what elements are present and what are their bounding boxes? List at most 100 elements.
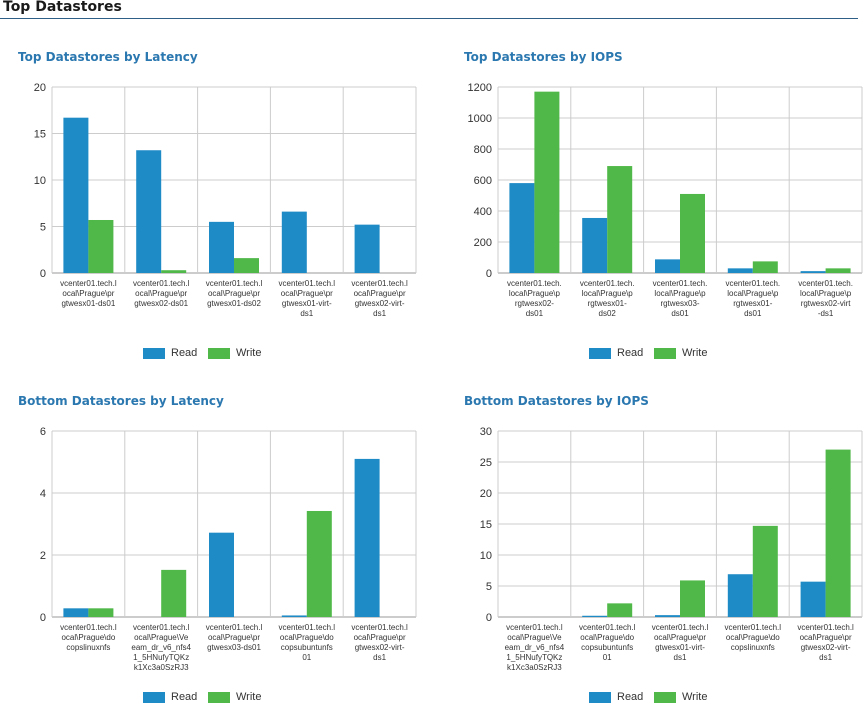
legend-item-read[interactable]: Read xyxy=(143,689,197,705)
y-tick-label: 0 xyxy=(40,268,46,280)
chart-legend: Read Write xyxy=(18,345,418,361)
legend-item-read[interactable]: Read xyxy=(589,689,643,705)
x-category-label: vcenter01.tech.l ocal\Prague\pr gtwesx01-v… xyxy=(279,279,336,318)
bar-write xyxy=(88,608,114,617)
legend-item-write[interactable]: Write xyxy=(654,689,707,705)
y-tick-label: 200 xyxy=(474,237,492,249)
bar-read xyxy=(281,615,307,617)
x-category-label: vcenter01.tech.l ocal\Prague\do copsubuntu… xyxy=(579,623,636,662)
write-swatch xyxy=(208,691,230,703)
y-tick-label: 0 xyxy=(486,268,492,280)
y-tick-label: 400 xyxy=(474,206,492,218)
chart-top-iops: 0 200 400 600 800 1000 1200 vcenter01.tech. loca… xyxy=(468,82,863,318)
legend-label-write: Write xyxy=(682,691,708,703)
chart-title: Top Datastores by Latency xyxy=(18,50,198,64)
legend-item-read[interactable]: Read xyxy=(143,345,197,361)
bar-read xyxy=(209,532,234,617)
legend-label-read: Read xyxy=(171,347,198,359)
legend-label-read: Read xyxy=(617,347,644,359)
read-swatch xyxy=(589,691,611,703)
bar-read xyxy=(582,217,608,273)
chart-panel-top-latency: Top Datastores by Latency 0 5 10 15 20 vcente… xyxy=(18,50,418,380)
bar-read xyxy=(582,615,608,617)
bar-write xyxy=(88,219,114,273)
bar-read xyxy=(800,581,826,617)
y-tick-label: 0 xyxy=(486,612,492,624)
chart-title: Bottom Datastores by IOPS xyxy=(464,394,649,408)
y-tick-label: 600 xyxy=(474,175,492,187)
write-swatch xyxy=(208,347,230,359)
chart-legend: Read Write xyxy=(464,689,864,705)
bar-read xyxy=(727,574,753,617)
bar-read xyxy=(63,608,89,617)
legend-label-write: Write xyxy=(236,691,262,703)
y-tick-label: 10 xyxy=(480,550,492,562)
x-category-label: vcenter01.tech.l ocal\Prague\Ve eam_dr_v6_… xyxy=(505,623,565,672)
legend-item-read[interactable]: Read xyxy=(589,345,643,361)
bar-write xyxy=(161,270,187,273)
read-swatch xyxy=(589,347,611,359)
bar-read xyxy=(655,259,680,273)
y-tick-label: 2 xyxy=(40,550,46,562)
bar-write xyxy=(825,449,851,617)
legend-label-read: Read xyxy=(617,691,644,703)
chart-legend: Read Write xyxy=(18,689,418,705)
bar-read xyxy=(354,458,380,617)
y-tick-label: 25 xyxy=(480,457,492,469)
chart-title: Bottom Datastores by Latency xyxy=(18,394,224,408)
bar-read xyxy=(209,221,234,273)
x-category-label: vcenter01.tech.l ocal\Prague\do copslinuxn… xyxy=(60,623,117,652)
bar-write xyxy=(161,569,187,617)
bar-read xyxy=(63,117,89,273)
read-swatch xyxy=(143,691,165,703)
x-category-label: vcenter01.tech.l ocal\Prague\Ve eam_dr_v6_… xyxy=(131,623,191,672)
legend-item-write[interactable]: Write xyxy=(208,689,261,705)
y-tick-label: 1000 xyxy=(468,113,492,125)
legend-label-read: Read xyxy=(171,691,198,703)
read-swatch xyxy=(143,347,165,359)
bar-write xyxy=(752,261,778,273)
chart-panel-bottom-latency: Bottom Datastores by Latency 0 2 4 6 vcenter… xyxy=(18,394,418,724)
page-header: Top Datastores xyxy=(0,0,858,19)
bar-read xyxy=(136,150,162,273)
bar-read xyxy=(655,615,680,617)
y-tick-label: 15 xyxy=(34,129,46,141)
bar-write xyxy=(825,268,851,273)
bar-write xyxy=(607,603,633,617)
bar-write xyxy=(752,525,778,617)
chart-top-latency: 0 5 10 15 20 vcenter01.tech.l ocal\Prague\pr gt… xyxy=(34,82,417,318)
x-category-label: vcenter01.tech.l ocal\Prague\do copslinuxn… xyxy=(725,623,782,652)
x-category-label: vcenter01.tech.l ocal\Prague\do copsubuntu… xyxy=(279,623,336,662)
write-swatch xyxy=(654,347,676,359)
y-tick-label: 30 xyxy=(480,426,492,438)
chart-panel-top-iops: Top Datastores by IOPS 0 200 400 600 800 1000… xyxy=(464,50,864,380)
bar-read xyxy=(354,224,380,273)
page-title: Top Datastores xyxy=(3,0,122,15)
x-category-label: vcenter01.tech.l ocal\Prague\pr gtwesx01-v… xyxy=(652,623,709,662)
bar-write xyxy=(607,166,633,273)
legend-item-write[interactable]: Write xyxy=(208,345,261,361)
chart-panel-bottom-iops: Bottom Datastores by IOPS 0 5 10 15 20 25 30 vc… xyxy=(464,394,864,724)
y-tick-label: 1200 xyxy=(468,82,492,94)
chart-title: Top Datastores by IOPS xyxy=(464,50,623,64)
bar-read xyxy=(509,183,535,273)
bar-write xyxy=(306,510,332,617)
legend-label-write: Write xyxy=(236,347,262,359)
legend-item-write[interactable]: Write xyxy=(654,345,707,361)
chart-bottom-iops: 0 5 10 15 20 25 30 vcenter01.tech.l ocal\Prague\… xyxy=(480,426,863,672)
bar-read xyxy=(281,211,307,273)
chart-bottom-latency: 0 2 4 6 vcenter01.tech.l ocal\Prague\do copsli… xyxy=(40,426,417,672)
bar-read xyxy=(800,271,826,273)
y-tick-label: 20 xyxy=(34,82,46,94)
bar-write xyxy=(680,580,705,617)
